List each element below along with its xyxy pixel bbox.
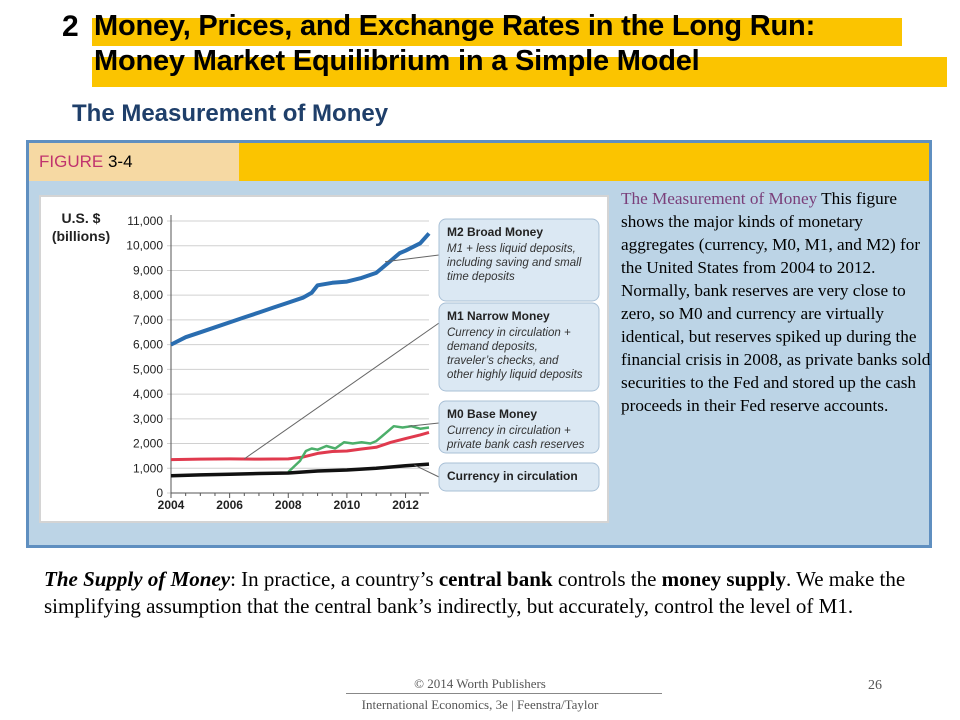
title-highlight-2 [92,57,947,87]
figure-caption: The Measurement of Money This figure sho… [621,187,931,417]
legend-description: traveler’s checks, and [447,355,559,367]
series-line-0 [170,232,431,347]
legend-box [438,462,600,492]
y-tick-label: 4,000 [133,387,163,401]
x-tick-label: 2006 [216,498,243,512]
y-tick-label: 3,000 [133,412,163,426]
footer-book: International Economics, 3e | Feenstra/T… [361,697,599,712]
chart-panel: U.S. $ (billions) 0 1,000 2,000 3,000 4,000 5,0… [39,195,609,523]
chapter-number: 2 [62,10,79,43]
series-line-3 [170,462,430,478]
title-highlight-1 [92,18,902,46]
y-tick-label: 7,000 [133,313,163,327]
series-line-2 [287,424,430,473]
legend-leader-line [414,464,440,478]
y-tick-label: 2,000 [133,437,163,451]
legend-description: other highly liquid deposits [447,369,583,381]
money-aggregates-chart: U.S. $ (billions) 0 1,000 2,000 3,000 4,000 5,0… [52,210,600,512]
y-tick-label: 8,000 [133,288,163,302]
figure-label: FIGURE 3-4 [29,143,239,181]
footer-divider [346,693,662,694]
legend-description: Currency in circulation + [447,425,571,437]
legend-description: demand deposits, [447,341,538,353]
legend-leader-line [408,422,440,427]
y-tick-label: 0 [156,486,163,500]
figure-number: 3-4 [103,152,133,171]
slide-title-line-2: Money Market Equilibrium in a Simple Mod… [94,45,700,77]
legend-title: M2 Broad Money [447,225,543,239]
x-tick-label: 2010 [334,498,361,512]
caption-body: This figure shows the major kinds of mon… [621,189,931,415]
legend-description: Currency in circulation + [447,327,571,339]
y-axis-label: U.S. $ [62,210,101,226]
y-tick-label: 10,000 [126,239,163,253]
body-paragraph: The Supply of Money: In practice, a coun… [44,566,944,620]
body-term-central-bank: central bank [438,567,553,591]
y-tick-label: 11,000 [127,214,163,228]
figure-frame: FIGURE 3-4 U.S. $ (billions) 0 1,000 2,000 3,… [26,140,932,548]
legend-description: time deposits [447,271,515,283]
legend-description: private bank cash reserves [446,439,585,451]
legend-box [438,302,600,392]
body-lead: The Supply of Money [44,567,231,591]
legend-leader-line [384,254,440,263]
legend-description: including saving and small [447,257,582,269]
legend-title: Currency in circulation [447,469,578,483]
x-tick-label: 2008 [275,498,302,512]
body-text-2: controls the [552,567,662,591]
figure-header: FIGURE 3-4 [29,143,929,181]
legend-leader-line [244,322,440,460]
x-tick-label: 2012 [392,498,419,512]
legend-title: M0 Base Money [447,407,537,421]
slide-title-line-1: Money, Prices, and Exchange Rates in the… [94,10,816,42]
y-axis-label: (billions) [52,228,110,244]
legend-box [438,218,600,302]
y-tick-label: 1,000 [133,461,163,475]
x-tick-label: 2004 [158,498,185,512]
body-text-3: . We make the simplifying assumption tha… [44,567,906,618]
legend-title: M1 Narrow Money [447,309,550,323]
y-tick-label: 9,000 [133,263,163,277]
page-number: 26 [868,678,882,693]
body-term-money-supply: money supply [661,567,786,591]
legend-box [438,400,600,454]
y-tick-label: 6,000 [133,338,163,352]
y-tick-label: 5,000 [133,362,163,376]
body-text-1: : In practice, a country’s [230,567,439,591]
footer-copyright: © 2014 Worth Publishers [414,676,546,691]
caption-title: The Measurement of Money [621,189,818,208]
figure-word: FIGURE [39,152,104,171]
series-line-1 [170,430,430,462]
legend-description: M1 + less liquid deposits, [447,243,576,255]
slide-subtitle: The Measurement of Money [72,100,389,127]
